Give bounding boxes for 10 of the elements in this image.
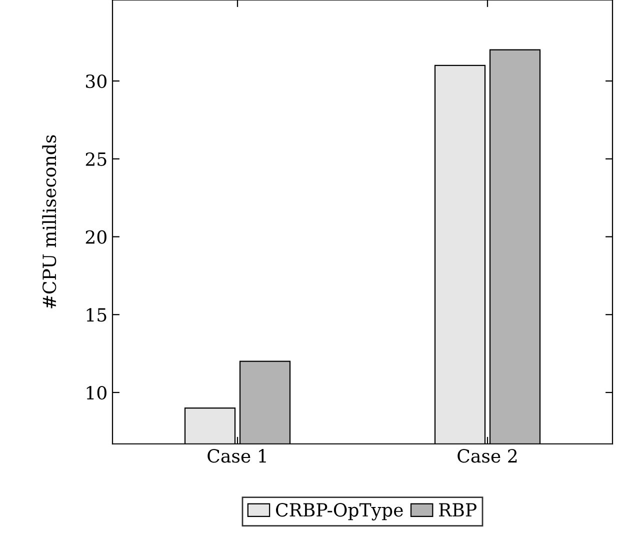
x-tick-label: Case 2 xyxy=(458,449,517,463)
y-tick-label: 20 xyxy=(86,230,106,244)
y-tick-label: 25 xyxy=(86,152,106,166)
y-tick-label: 15 xyxy=(86,308,106,322)
y-tick-label: 10 xyxy=(86,386,106,400)
legend-label: CRBP-OpType xyxy=(276,503,403,520)
legend-label: RBP xyxy=(439,503,476,516)
x-tick-label: Case 1 xyxy=(208,449,266,463)
y-axis-title: #CPU milliseconds xyxy=(42,135,56,308)
y-tick-label: 30 xyxy=(86,74,106,88)
